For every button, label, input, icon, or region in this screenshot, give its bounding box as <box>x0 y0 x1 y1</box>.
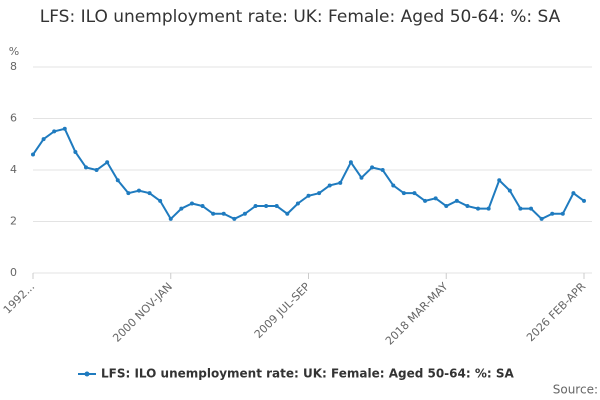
point <box>264 204 269 209</box>
x-tick-label: 1992... <box>1 280 37 316</box>
point <box>317 191 322 196</box>
point <box>306 193 311 198</box>
point <box>189 201 194 206</box>
point <box>348 160 353 165</box>
point <box>550 211 555 216</box>
point <box>571 191 576 196</box>
point <box>221 211 226 216</box>
point <box>327 183 332 188</box>
point <box>486 206 491 211</box>
point <box>518 206 523 211</box>
point <box>380 168 385 172</box>
point <box>359 175 364 180</box>
point <box>423 198 428 203</box>
point <box>338 180 343 185</box>
point <box>73 149 78 154</box>
point <box>179 206 184 211</box>
point <box>444 204 449 209</box>
point <box>412 191 417 196</box>
chart-title: LFS: ILO unemployment rate: UK: Female: … <box>39 7 561 27</box>
point <box>476 206 481 211</box>
point <box>529 206 534 211</box>
point <box>433 196 438 201</box>
point <box>136 188 141 193</box>
point <box>370 165 375 170</box>
point <box>285 211 290 216</box>
point <box>158 198 163 203</box>
point <box>147 191 152 196</box>
point <box>232 216 237 221</box>
point <box>168 216 173 221</box>
y-tick-label: 4 <box>10 163 17 176</box>
y-tick-label: 0 <box>10 266 17 279</box>
x-tick-label: 2018 MAR-MAY <box>383 280 451 348</box>
point <box>274 204 279 209</box>
point <box>253 204 258 209</box>
point <box>41 137 46 142</box>
point <box>465 204 470 209</box>
point <box>211 211 216 216</box>
point <box>242 211 247 216</box>
series-line <box>32 127 585 221</box>
x-tick-label: 2009 JUL-SEP <box>252 280 313 341</box>
point <box>115 178 120 183</box>
x-tick-label: 2000 NOV-JAN <box>110 280 175 345</box>
point <box>62 126 67 131</box>
y-tick-label: 8 <box>10 60 17 73</box>
point <box>454 198 459 203</box>
legend-marker <box>84 371 90 377</box>
y-tick-label: 2 <box>10 215 17 228</box>
y-axis-label: % <box>9 45 19 58</box>
point <box>31 152 35 157</box>
point <box>94 168 99 172</box>
point <box>391 183 396 188</box>
point <box>539 216 544 221</box>
point <box>200 204 205 209</box>
point <box>582 198 586 203</box>
point <box>52 129 57 134</box>
y-tick-label: 6 <box>10 112 17 125</box>
point <box>105 160 110 165</box>
point <box>126 191 131 196</box>
source: Source: <box>553 383 598 397</box>
point <box>295 201 300 206</box>
point <box>507 188 512 193</box>
point <box>83 165 88 170</box>
x-tick-label: 2026 FEB-APR <box>524 280 588 344</box>
point <box>560 211 565 216</box>
legend-label: LFS: ILO unemployment rate: UK: Female: … <box>101 367 514 381</box>
point <box>401 191 406 196</box>
point <box>497 178 502 183</box>
